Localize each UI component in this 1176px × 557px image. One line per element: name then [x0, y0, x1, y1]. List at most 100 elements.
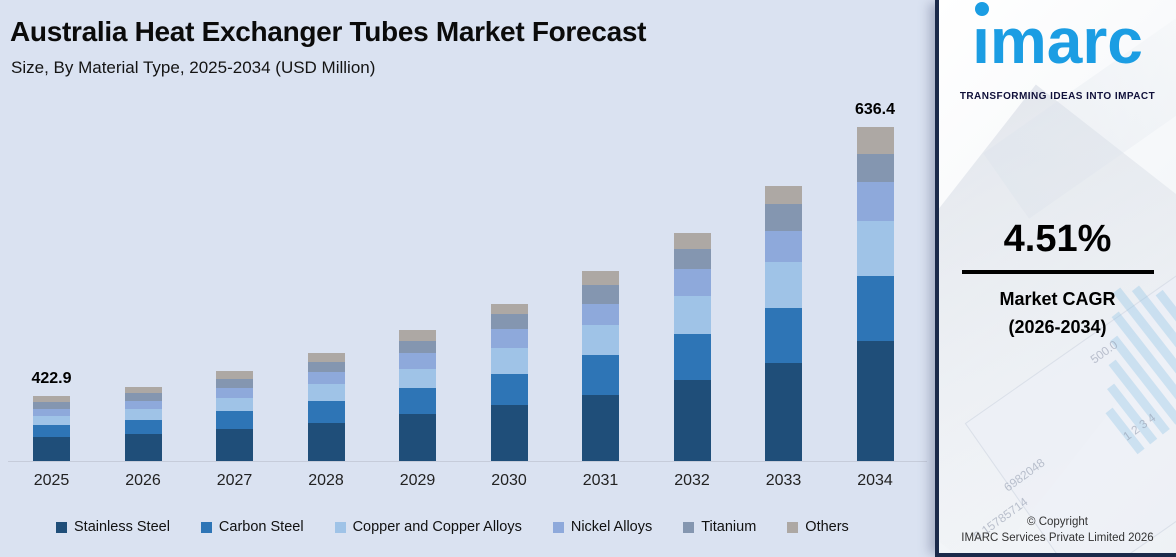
segment-others — [673, 233, 711, 249]
segment-others — [765, 186, 802, 204]
segment-carbon-steel — [307, 401, 345, 423]
legend-swatch-icon — [200, 521, 212, 533]
segment-stainless-steel — [399, 414, 436, 461]
legend-label: Carbon Steel — [218, 519, 304, 535]
legend-label: Titanium — [701, 519, 757, 535]
chart-title: Australia Heat Exchanger Tubes Market Fo… — [10, 16, 647, 47]
cagr-label: Market CAGR — [999, 289, 1116, 309]
x-axis-label-2032: 2032 — [674, 472, 710, 489]
bar-2026 — [124, 387, 162, 461]
legend-item-titanium: Titanium — [683, 519, 756, 535]
segment-stainless-steel — [856, 341, 894, 461]
segment-others — [33, 396, 70, 402]
segment-stainless-steel — [307, 423, 345, 461]
imarc-logo: ımarc — [939, 2, 1176, 76]
legend-item-others: Others — [787, 519, 849, 535]
segment-copper-and-copper-alloys — [399, 369, 436, 388]
segment-nickel-alloys — [673, 269, 711, 296]
legend-label: Nickel Alloys — [570, 519, 653, 535]
segment-nickel-alloys — [124, 401, 162, 409]
chart-panel: Australia Heat Exchanger Tubes Market Fo… — [8, 16, 927, 535]
segment-titanium — [399, 341, 436, 353]
bar-value-label-2025: 422.9 — [31, 370, 72, 387]
legend-item-carbon-steel: Carbon Steel — [200, 519, 304, 535]
segment-carbon-steel — [765, 308, 802, 363]
legend-swatch-icon — [334, 521, 346, 533]
segment-titanium — [216, 379, 253, 388]
segment-copper-and-copper-alloys — [307, 384, 345, 401]
segment-copper-and-copper-alloys — [490, 348, 528, 374]
segment-nickel-alloys — [582, 304, 619, 325]
segment-copper-and-copper-alloys — [856, 221, 894, 276]
segment-carbon-steel — [33, 425, 70, 437]
segment-carbon-steel — [124, 420, 162, 434]
segment-carbon-steel — [582, 355, 619, 395]
copyright-line1: © Copyright — [1027, 515, 1088, 528]
legend-swatch-icon — [683, 521, 695, 533]
plot-area: 2025 2026 2027 2028 2029 2030 2031 2032 2033 2034… — [8, 101, 927, 489]
cagr-underline — [961, 270, 1154, 274]
chart-subtitle: Size, By Material Type, 2025-2034 (USD M… — [11, 58, 376, 77]
segment-others — [582, 271, 619, 285]
legend-label: Stainless Steel — [74, 519, 170, 535]
bar-2032 — [673, 233, 711, 461]
segment-stainless-steel — [582, 395, 619, 461]
segment-nickel-alloys — [307, 372, 345, 384]
x-axis-label-2028: 2028 — [308, 472, 344, 489]
segment-titanium — [307, 362, 345, 372]
x-axis-label-2029: 2029 — [399, 472, 436, 489]
legend: Stainless Steel Carbon Steel Copper and Co… — [56, 519, 849, 535]
legend-label: Copper and Copper Alloys — [352, 519, 522, 535]
bar-2028 — [307, 353, 345, 461]
imarc-logo-dot-icon — [975, 2, 990, 16]
segment-stainless-steel — [765, 363, 802, 461]
bar-2027 — [216, 371, 253, 461]
segment-nickel-alloys — [490, 329, 528, 348]
bar-2031 — [582, 271, 619, 461]
x-axis-label-2030: 2030 — [491, 472, 527, 489]
x-axis-label-2033: 2033 — [765, 472, 802, 489]
segment-others — [124, 387, 162, 393]
legend-swatch-icon — [787, 521, 799, 533]
segment-others — [307, 353, 345, 362]
segment-titanium — [765, 204, 802, 231]
segment-titanium — [33, 402, 70, 409]
segment-carbon-steel — [399, 388, 436, 414]
legend-swatch-icon — [552, 521, 564, 533]
x-axis-label-2027: 2027 — [216, 472, 253, 489]
legend-item-stainless-steel: Stainless Steel — [56, 519, 170, 535]
segment-stainless-steel — [673, 380, 711, 461]
x-axis-line — [8, 461, 927, 462]
sidebar-bottom-strip — [939, 553, 1176, 557]
segment-nickel-alloys — [216, 388, 253, 398]
x-axis-label-2025: 2025 — [33, 472, 70, 489]
sidebar-panel: 6982048 0.15785714 500.0 1 2 3 4 ımarc TRAN… — [935, 0, 1176, 557]
cagr-value: 4.51% — [1003, 218, 1112, 260]
segment-others — [399, 330, 436, 341]
segment-nickel-alloys — [399, 353, 436, 369]
bar-value-label-2034: 636.4 — [854, 101, 896, 118]
segment-copper-and-copper-alloys — [673, 296, 711, 334]
segment-copper-and-copper-alloys — [124, 409, 162, 420]
segment-carbon-steel — [856, 276, 894, 341]
cagr-block: 4.51% Market CAGR (2026-2034) — [939, 218, 1176, 338]
bar-2029 — [399, 330, 436, 461]
segment-nickel-alloys — [33, 409, 70, 416]
legend-label: Others — [805, 519, 849, 535]
segment-titanium — [582, 285, 619, 304]
imarc-logo-text: ımarc — [972, 2, 1143, 76]
segment-stainless-steel — [490, 405, 528, 461]
bar-2034 — [856, 127, 894, 461]
segment-others — [216, 371, 253, 379]
segment-copper-and-copper-alloys — [33, 416, 70, 425]
segment-others — [490, 304, 528, 314]
segment-titanium — [490, 314, 528, 329]
cagr-period: (2026-2034) — [1008, 317, 1107, 337]
legend-swatch-icon — [56, 521, 67, 533]
segment-copper-and-copper-alloys — [216, 398, 253, 411]
segment-stainless-steel — [33, 437, 70, 461]
x-axis-label-2034: 2034 — [857, 472, 893, 489]
bar-2030 — [490, 304, 528, 461]
segment-others — [856, 127, 894, 154]
